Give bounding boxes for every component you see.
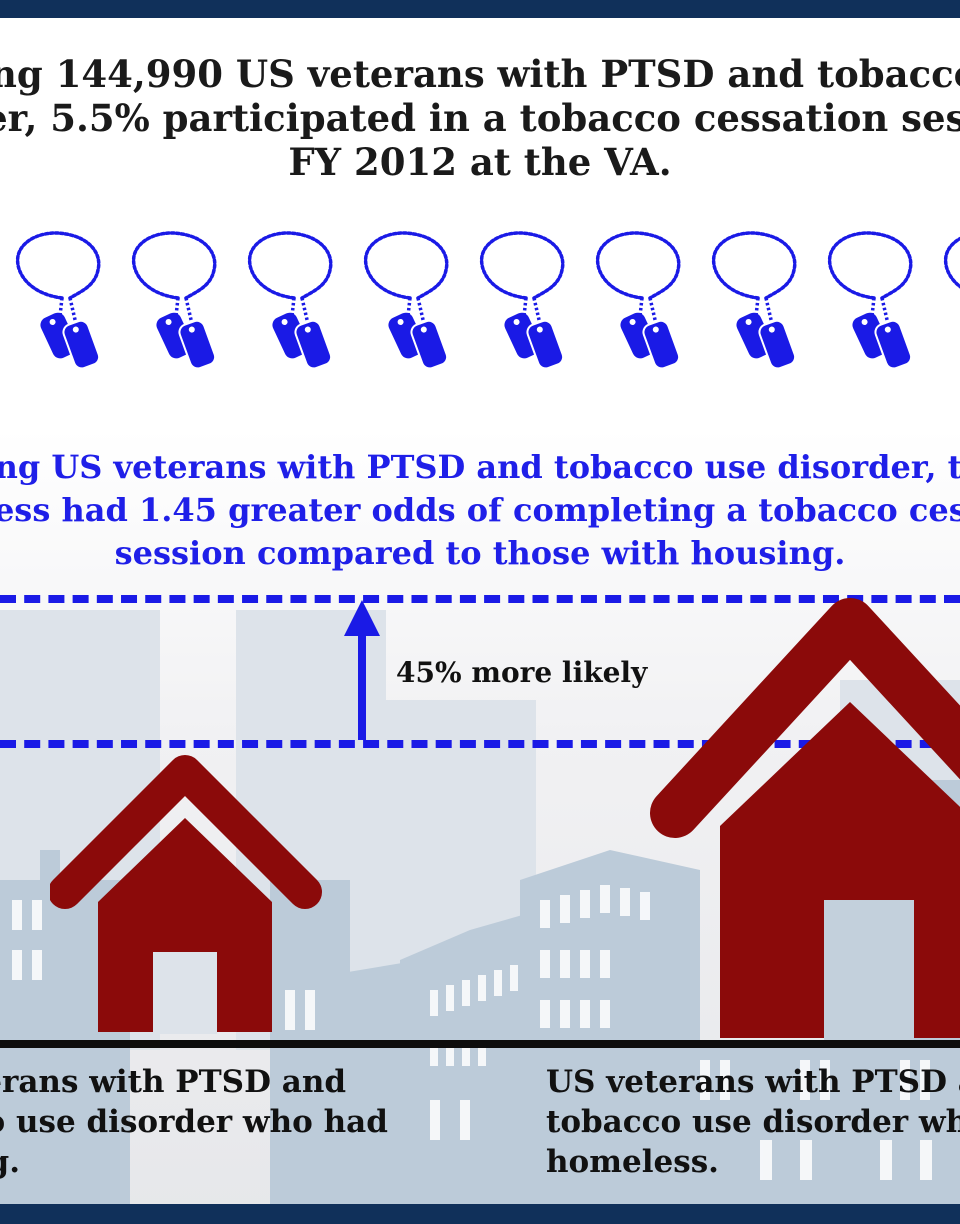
headline-participation: Among 144,990 US veterans with PTSD and … — [0, 52, 960, 184]
dog-tags-row — [0, 228, 960, 378]
homeless-house-icon — [650, 598, 960, 1040]
caption-housed-line-3: housing. — [0, 1144, 20, 1180]
dog-tag-icon — [590, 228, 690, 378]
caption-housed-line-1: US veterans with PTSD and — [0, 1064, 347, 1100]
dog-tag-icon — [10, 228, 110, 378]
upper-dashed-line — [0, 595, 960, 603]
caption-homeless: US veterans with PTSD and tobacco use di… — [546, 1062, 960, 1182]
caption-homeless-line-2: tobacco use disorder who were — [546, 1104, 960, 1140]
dog-tag-icon — [242, 228, 342, 378]
headline-odds-line-3: session compared to those with housing. — [114, 534, 846, 572]
dog-tag-icon — [706, 228, 806, 378]
top-border — [0, 0, 960, 18]
lower-dashed-line — [0, 740, 960, 748]
headline-odds-line-1: Among US veterans with PTSD and tobacco … — [0, 448, 960, 486]
caption-housed-line-2: tobacco use disorder who had — [0, 1104, 388, 1140]
dog-tag-icon — [938, 228, 960, 378]
arrow-up-icon — [344, 600, 380, 740]
bottom-border — [0, 1204, 960, 1224]
comparison-label: 45% more likely — [396, 656, 648, 689]
headline-odds: Among US veterans with PTSD and tobacco … — [0, 446, 960, 575]
headline-odds-line-2: homeless had 1.45 greater odds of comple… — [0, 491, 960, 529]
dog-tag-icon — [474, 228, 574, 378]
caption-housed: US veterans with PTSD and tobacco use di… — [0, 1062, 430, 1182]
headline-line-1: Among 144,990 US veterans with PTSD and … — [0, 52, 960, 96]
headline-line-2: disorder, 5.5% participated in a tobacco… — [0, 96, 960, 140]
dog-tag-icon — [358, 228, 458, 378]
headline-line-3: FY 2012 at the VA. — [288, 140, 672, 184]
caption-homeless-line-1: US veterans with PTSD and — [546, 1064, 960, 1100]
dog-tag-icon — [126, 228, 226, 378]
housed-house-icon — [50, 755, 322, 1034]
dog-tag-icon — [822, 228, 922, 378]
caption-homeless-line-3: homeless. — [546, 1144, 719, 1180]
ground-line — [0, 1040, 960, 1048]
